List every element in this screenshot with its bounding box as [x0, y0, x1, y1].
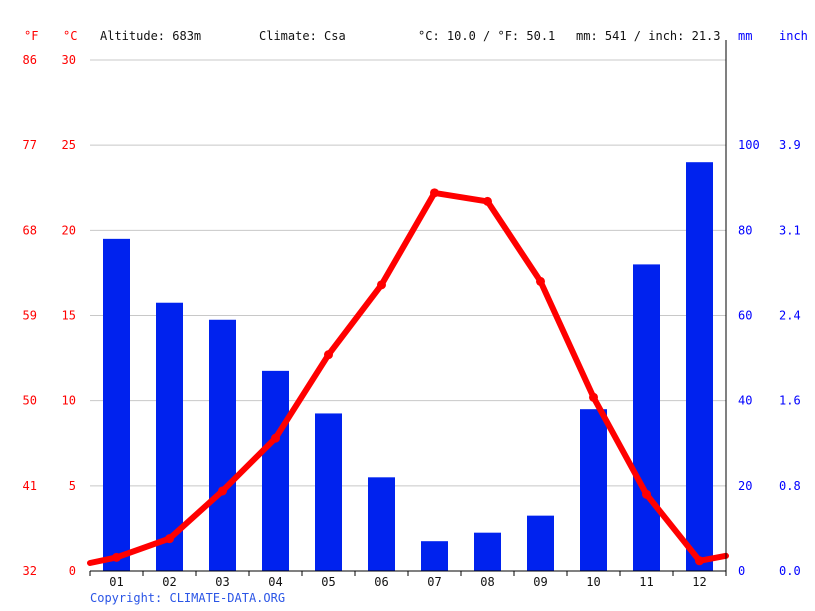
- inch-tick-label: 2.4: [779, 309, 801, 323]
- celsius-tick-label: 20: [62, 223, 76, 237]
- temp-point-12: [695, 556, 704, 566]
- precip-bar-06: [368, 477, 395, 571]
- unit-inch-label: inch: [779, 29, 808, 43]
- inch-tick-label: 1.6: [779, 394, 801, 408]
- month-label-02: 02: [162, 575, 176, 589]
- month-label-03: 03: [215, 575, 229, 589]
- temperature-line: [87, 188, 729, 566]
- precip-bar-09: [527, 515, 554, 571]
- precip-bar-11: [633, 264, 660, 571]
- inch-tick-label: 3.9: [779, 138, 801, 152]
- fahrenheit-tick-label: 32: [23, 564, 37, 578]
- mm-tick-label: 40: [738, 394, 752, 408]
- celsius-tick-label: 0: [69, 564, 76, 578]
- fahrenheit-tick-label: 77: [23, 138, 37, 152]
- month-label-01: 01: [109, 575, 123, 589]
- temp-point-09: [536, 276, 545, 286]
- precip-bar-05: [315, 413, 342, 571]
- temperature-series-line: [87, 189, 729, 566]
- month-label-07: 07: [427, 575, 441, 589]
- temp-point-07: [430, 188, 439, 198]
- celsius-tick-label: 30: [62, 53, 76, 67]
- unit-fahrenheit-label: °F: [24, 29, 38, 43]
- average-temperature-label: °C: 10.0 / °F: 50.1: [418, 29, 555, 43]
- climate-label: Climate: Csa: [259, 29, 346, 43]
- fahrenheit-tick-label: 86: [23, 53, 37, 67]
- temp-point-04: [271, 433, 280, 443]
- temp-point-02: [165, 534, 174, 544]
- precip-bar-12: [686, 162, 713, 571]
- temp-point-08: [483, 196, 492, 206]
- grid-lines: [90, 59, 726, 487]
- mm-tick-label: 20: [738, 479, 752, 493]
- temp-point-03: [218, 486, 227, 496]
- unit-celsius-label: °C: [63, 29, 77, 43]
- month-label-09: 09: [533, 575, 547, 589]
- precip-bar-01: [103, 238, 130, 571]
- precip-bar-10: [580, 409, 607, 571]
- inch-tick-label: 3.1: [779, 223, 801, 237]
- mm-tick-label: 0: [738, 564, 745, 578]
- month-label-06: 06: [374, 575, 388, 589]
- mm-tick-label: 80: [738, 223, 752, 237]
- inch-tick-label: 0.8: [779, 479, 801, 493]
- precipitation-total-label: mm: 541 / inch: 21.3: [576, 29, 721, 43]
- fahrenheit-tick-label: 68: [23, 223, 37, 237]
- inch-tick-label: 0.0: [779, 564, 801, 578]
- celsius-tick-label: 15: [62, 309, 76, 323]
- tick-labels: 01 02 03 04 05 06 07 08 09 10 11 12 32 0 41 5 50 10 59 15 68…: [23, 53, 801, 589]
- temp-point-01: [112, 552, 121, 562]
- precip-bar-03: [209, 319, 236, 571]
- axes: [89, 40, 727, 576]
- fahrenheit-tick-label: 41: [23, 479, 37, 493]
- precip-bar-08: [474, 532, 501, 571]
- celsius-tick-label: 25: [62, 138, 76, 152]
- temp-point-11: [642, 489, 651, 499]
- fahrenheit-tick-label: 50: [23, 394, 37, 408]
- mm-tick-label: 60: [738, 309, 752, 323]
- month-label-10: 10: [586, 575, 600, 589]
- month-label-05: 05: [321, 575, 335, 589]
- copyright-text: Copyright: CLIMATE-DATA.ORG: [90, 591, 286, 605]
- temp-point-06: [377, 280, 386, 290]
- celsius-tick-label: 5: [69, 479, 76, 493]
- temp-point-05: [324, 350, 333, 360]
- month-label-08: 08: [480, 575, 494, 589]
- altitude-label: Altitude: 683m: [100, 29, 201, 43]
- fahrenheit-tick-label: 59: [23, 309, 37, 323]
- month-label-12: 12: [692, 575, 706, 589]
- month-label-04: 04: [268, 575, 282, 589]
- precip-bar-04: [262, 370, 289, 571]
- unit-mm-label: mm: [738, 29, 752, 43]
- precip-bar-07: [421, 541, 448, 571]
- temp-point-10: [589, 392, 598, 402]
- precipitation-bars: [103, 162, 713, 571]
- celsius-tick-label: 10: [62, 394, 76, 408]
- precip-bar-02: [156, 302, 183, 571]
- mm-tick-label: 100: [738, 138, 760, 152]
- month-label-11: 11: [639, 575, 653, 589]
